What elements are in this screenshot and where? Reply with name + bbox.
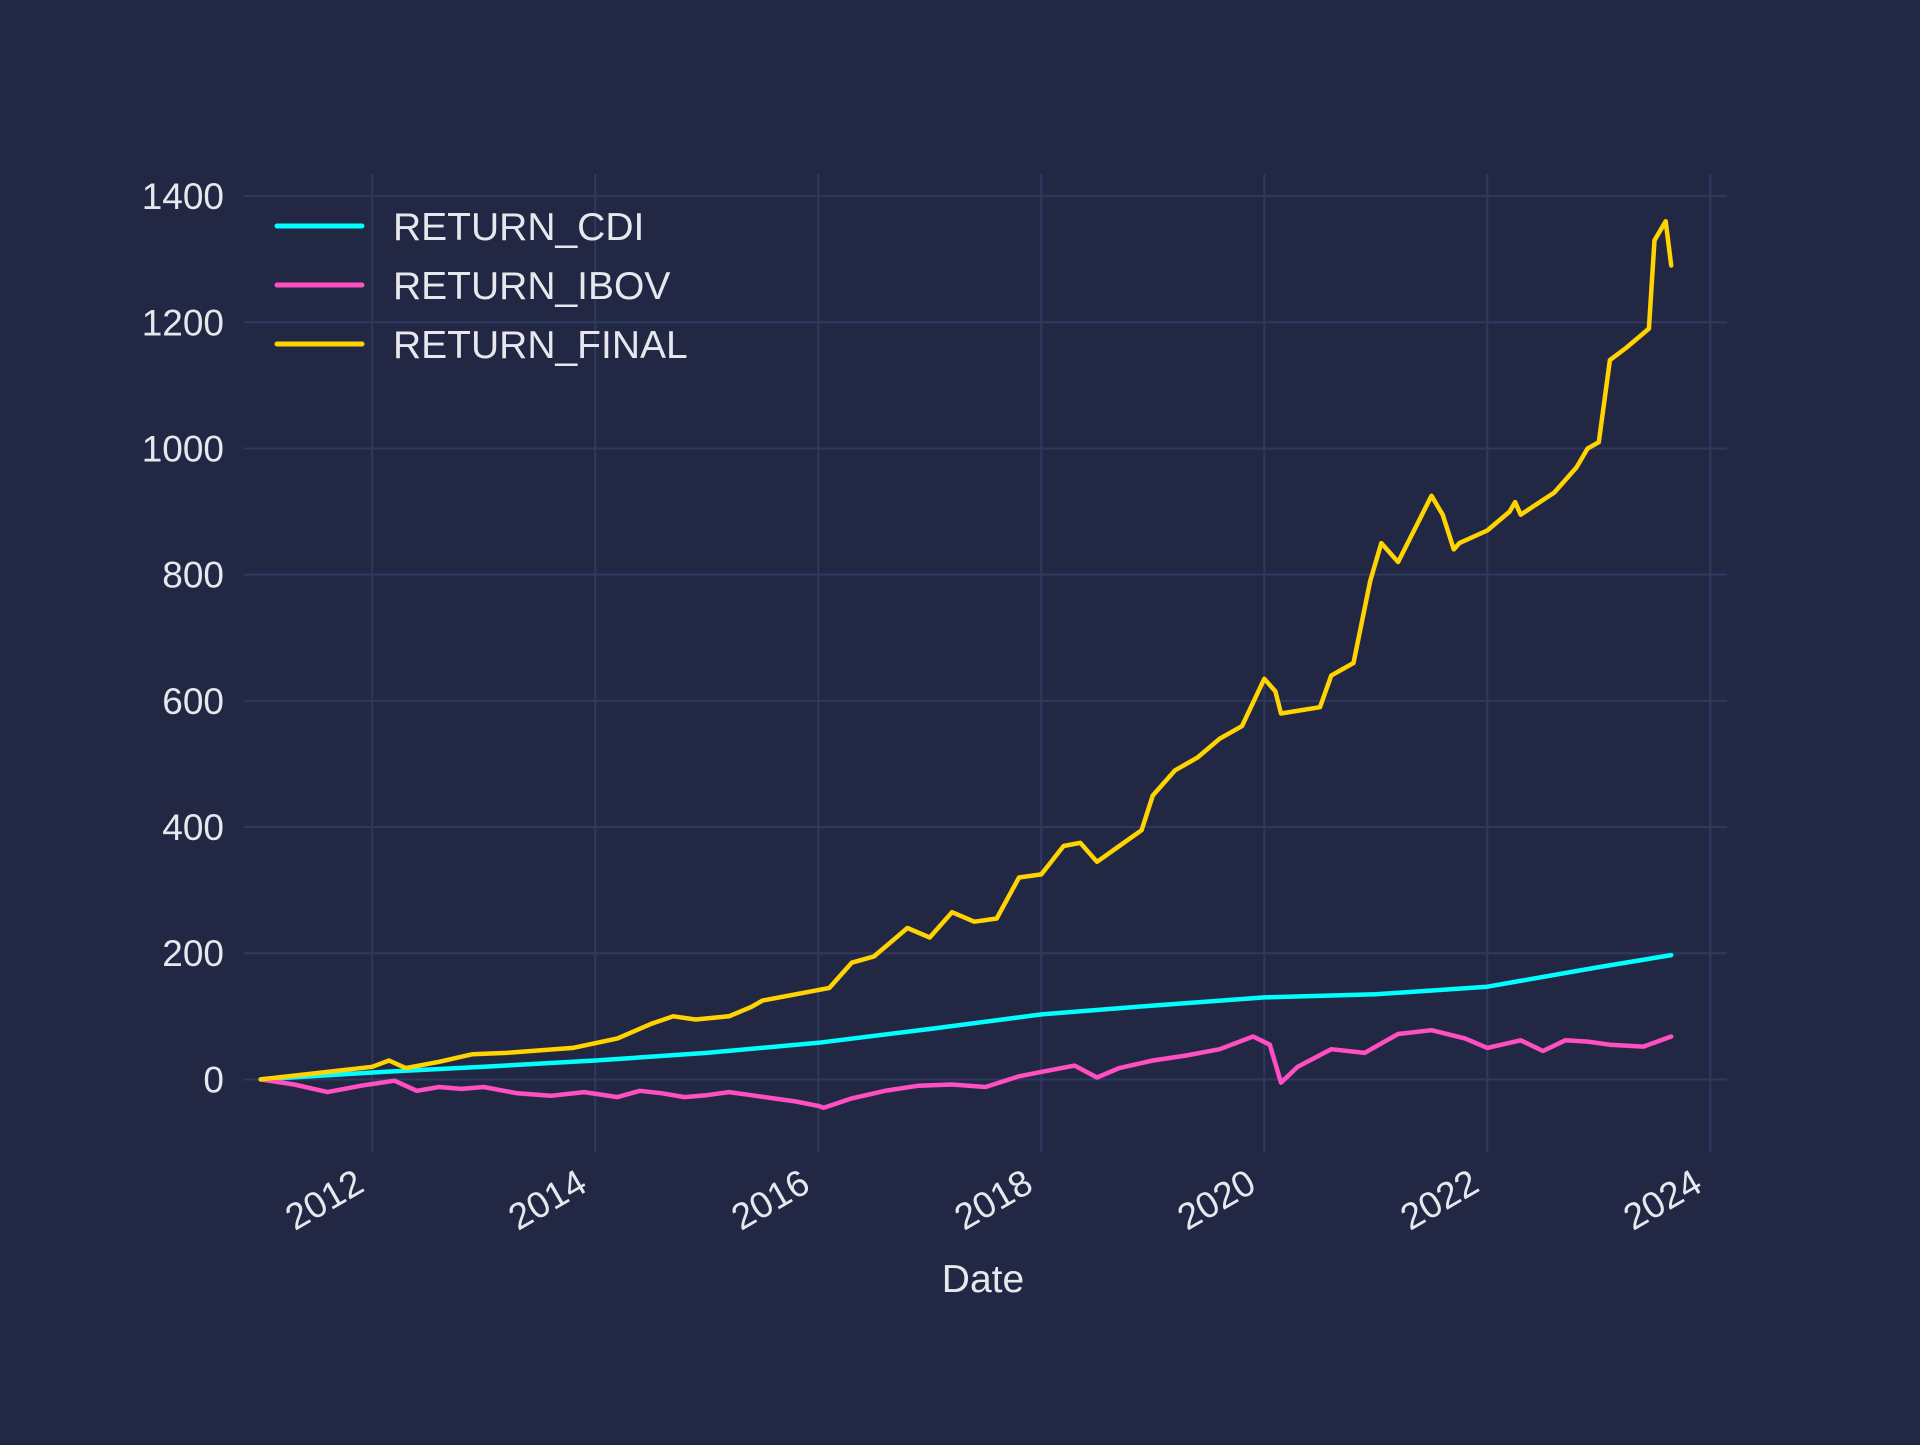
x-tick-label: 2018 bbox=[947, 1161, 1039, 1238]
y-tick-label: 600 bbox=[162, 681, 224, 722]
y-tick-label: 200 bbox=[162, 933, 224, 974]
legend-label: RETURN_FINAL bbox=[393, 324, 688, 367]
x-axis-title: Date bbox=[942, 1258, 1024, 1301]
series-line-return-cdi bbox=[258, 952, 1674, 1082]
y-tick-label: 1200 bbox=[142, 302, 224, 343]
grid bbox=[244, 174, 1727, 1152]
y-tick-label: 1000 bbox=[142, 428, 224, 469]
series-line-return-ibov bbox=[258, 1027, 1674, 1111]
y-axis-ticks: 0 200 400 600 800 1000 1200 1400 bbox=[142, 176, 224, 1100]
x-tick-label: 2020 bbox=[1170, 1161, 1262, 1238]
series-lines bbox=[258, 219, 1674, 1111]
y-tick-label: 400 bbox=[162, 807, 224, 848]
x-tick-label: 2014 bbox=[501, 1161, 593, 1238]
y-tick-label: 800 bbox=[162, 555, 224, 596]
legend-item-return-final[interactable]: RETURN_FINAL bbox=[274, 324, 688, 367]
x-axis-ticks: 2012 2014 2016 2018 2020 2022 2024 bbox=[278, 1161, 1708, 1238]
y-tick-label: 1400 bbox=[142, 176, 224, 217]
series-line-return-final bbox=[258, 219, 1674, 1082]
x-tick-label: 2012 bbox=[278, 1161, 370, 1238]
legend-label: RETURN_CDI bbox=[393, 206, 644, 249]
legend[interactable]: RETURN_CDI RETURN_IBOV RETURN_FINAL bbox=[274, 206, 688, 367]
y-tick-label: 0 bbox=[203, 1059, 224, 1100]
legend-item-return-cdi[interactable]: RETURN_CDI bbox=[274, 206, 644, 249]
x-tick-label: 2016 bbox=[724, 1161, 816, 1238]
x-tick-label: 2024 bbox=[1616, 1161, 1708, 1238]
legend-label: RETURN_IBOV bbox=[393, 265, 670, 308]
legend-item-return-ibov[interactable]: RETURN_IBOV bbox=[274, 265, 670, 308]
x-tick-label: 2022 bbox=[1393, 1161, 1485, 1238]
